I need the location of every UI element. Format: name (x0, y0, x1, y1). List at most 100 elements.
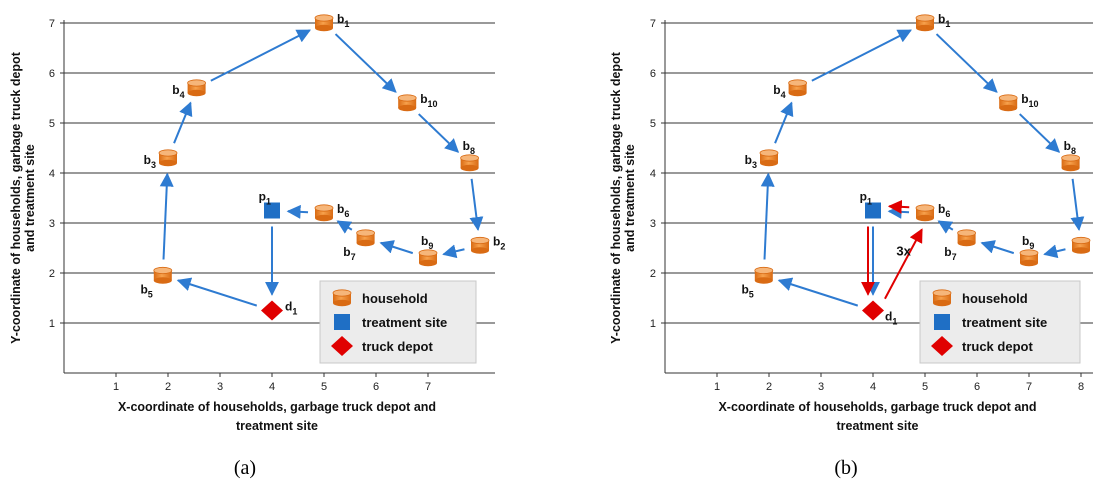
x-tick-label: 2 (165, 381, 171, 393)
household-marker-b9: b9 (418, 234, 438, 267)
y-tick-label: 2 (49, 268, 55, 280)
x-tick-label: 4 (870, 381, 876, 393)
legend-label: truck depot (962, 339, 1033, 354)
household-marker-b9: b9 (1019, 234, 1039, 267)
caption-a: (a) (234, 457, 256, 479)
route-edge-b2-b9 (442, 244, 465, 259)
caption-b: (b) (834, 457, 857, 479)
household-marker-b1: b1 (915, 12, 950, 32)
treatment-marker-p1: p1 (259, 190, 280, 219)
legend-entry-treatment: treatment site (334, 314, 447, 330)
x-tick-label: 2 (766, 381, 772, 393)
route-edge-b6-p1 (286, 204, 309, 219)
chart-panel-b: 1 2 3 4 5 6 7 1 2 3 4 5 6 7 8 X-coordinate of household… (609, 12, 1093, 433)
point-label-b6: b6 (938, 202, 950, 219)
point-label-b9: b9 (1022, 234, 1034, 251)
legend-entry-household: household (332, 289, 428, 307)
household-marker-b4: b4 (773, 79, 807, 100)
route-edge-b10-b8 (418, 113, 460, 153)
point-label-b1: b1 (337, 12, 349, 29)
household-marker-b8: b8 (1061, 139, 1080, 172)
point-label-b5: b5 (741, 283, 753, 300)
legend-entry-treatment: treatment site (934, 314, 1047, 330)
point-label-d1: d1 (885, 310, 897, 327)
legend-household-icon (933, 293, 951, 303)
y-tick-label: 5 (650, 118, 656, 130)
household-marker-b6: b6 (915, 202, 950, 222)
legend-household-icon (333, 293, 351, 303)
point-label-b5: b5 (140, 283, 152, 300)
depot-marker-d1: d1 (862, 300, 897, 327)
route-edge-b5-b3 (159, 172, 174, 260)
route-edge-d1-b5 (777, 277, 859, 307)
treatment-marker-p1: p1 (860, 190, 881, 219)
chart-panel-a: 1 2 3 4 5 6 7 1 2 3 4 5 6 7 X-coordinate of households… (9, 12, 505, 433)
route-edge-b1-b10 (334, 33, 397, 93)
household-marker-b7: b7 (944, 229, 976, 262)
legend-depot-icon (331, 336, 353, 356)
route-edge-b3-b4 (173, 101, 193, 144)
x-tick-label: 1 (714, 381, 720, 393)
point-label-b1: b1 (938, 12, 950, 29)
point-label-b3: b3 (745, 153, 757, 170)
route-edge-b7-b6 (937, 220, 954, 234)
household-marker-b2: b (1071, 236, 1091, 254)
household-marker-b6: b6 (314, 202, 349, 222)
point-label-p1: p1 (259, 190, 271, 207)
x-tick-label: 8 (1078, 381, 1084, 393)
route-edges (159, 29, 484, 307)
legend-label: household (962, 291, 1028, 306)
x-tick-label: 7 (425, 381, 431, 393)
route-edge-b7-b6 (336, 220, 353, 234)
route-edge-b4-b1 (210, 29, 311, 82)
legend: household treatment site truck depot (319, 280, 477, 364)
legend-entry-depot: truck depot (931, 336, 1033, 356)
household-marker-b10: b10 (998, 92, 1039, 112)
y-tick-label: 1 (650, 318, 656, 330)
legend-label: treatment site (362, 315, 447, 330)
x-tick-label: 3 (217, 381, 223, 393)
x-tick-label: 5 (922, 381, 928, 393)
legend-treatment-icon (934, 314, 950, 330)
household-marker-b5: b5 (741, 266, 774, 300)
route-edge-b9-b7 (980, 240, 1015, 255)
y-tick-label: 2 (650, 268, 656, 280)
household-marker-b8: b8 (460, 139, 480, 172)
x-tick-label: 1 (113, 381, 119, 393)
household-marker-b4: b4 (172, 79, 207, 100)
point-label-b4: b4 (773, 83, 785, 100)
y-axis-label: Y-coordinate of households, garbage truc… (609, 51, 637, 344)
route-edge-d1-b6-red (884, 228, 923, 300)
x-tick-label: 3 (818, 381, 824, 393)
point-label-b8: b8 (463, 139, 475, 156)
x-tick-label: 7 (1026, 381, 1032, 393)
household-marker-b1: b1 (314, 12, 349, 32)
y-tick-label: 6 (49, 68, 55, 80)
route-edges (760, 29, 1085, 307)
y-tick-label: 4 (650, 168, 656, 180)
legend-entry-depot: truck depot (331, 336, 433, 356)
route-edge-b5-b3 (760, 172, 775, 260)
route-edge-b3-b4 (774, 101, 794, 144)
route-edge-b6-p1-red (887, 199, 910, 214)
legend-label: treatment site (962, 315, 1047, 330)
route-edge-b9-b7 (379, 240, 414, 255)
depot-marker-d1: d1 (261, 300, 297, 321)
point-label-b10: b10 (420, 92, 437, 109)
y-tick-label: 3 (49, 218, 55, 230)
annotation-label: 3x (896, 244, 911, 259)
point-label-b4: b4 (172, 83, 184, 100)
x-tick-label: 6 (373, 381, 379, 393)
household-marker-b3: b3 (144, 149, 178, 170)
x-tick-label: 4 (269, 381, 275, 393)
route-edge-b4-b1 (811, 29, 912, 82)
route-edge-d1-b5 (176, 277, 258, 307)
legend-depot-icon (931, 336, 953, 356)
point-label-b7: b7 (343, 245, 355, 262)
route-edge-b8-b2 (1070, 178, 1085, 232)
x-tick-label: 5 (321, 381, 327, 393)
y-tick-label: 7 (650, 18, 656, 30)
point-label-d1: d1 (285, 300, 297, 317)
point-label-b9: b9 (421, 234, 433, 251)
